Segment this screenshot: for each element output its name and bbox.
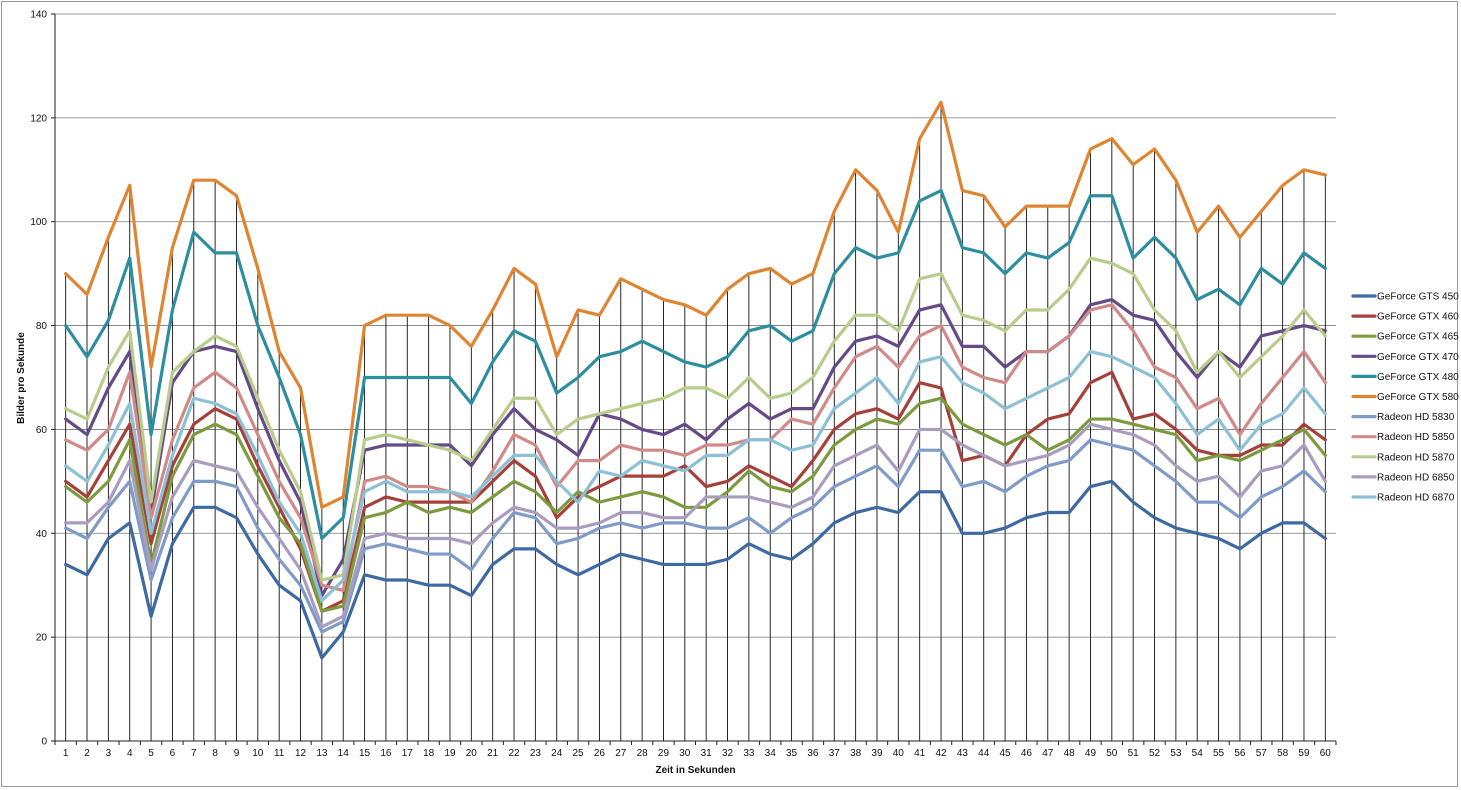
y-tick-label: 80 [36, 321, 48, 332]
x-tick-label: 40 [893, 748, 905, 759]
series-line [64, 303, 1327, 593]
x-tick-label: 39 [871, 748, 883, 759]
x-tick-label: 22 [508, 748, 520, 759]
x-tick-label: 36 [807, 748, 819, 759]
x-tick-label: 4 [127, 748, 133, 759]
y-tick-label: 120 [30, 113, 47, 124]
series-line [64, 100, 1327, 509]
legend-label: Radeon HD 5830 [1377, 412, 1455, 423]
x-tick-label: 55 [1213, 748, 1225, 759]
legend-label: Radeon HD 6850 [1377, 472, 1455, 483]
x-tick-label: 30 [679, 748, 691, 759]
x-tick-label: 15 [359, 748, 371, 759]
x-tick-label: 52 [1149, 748, 1161, 759]
y-axis-title: Bilder pro Sekunde [16, 332, 27, 424]
x-tick-label: 42 [935, 748, 947, 759]
x-tick-label: 28 [637, 748, 649, 759]
x-tick-label: 10 [252, 748, 264, 759]
x-tick-label: 24 [551, 748, 563, 759]
x-tick-label: 46 [1021, 748, 1033, 759]
x-tick-label: 12 [295, 748, 307, 759]
series-line [64, 298, 1327, 598]
x-tick-label: 44 [978, 748, 990, 759]
drop-lines [65, 102, 1326, 741]
legend-label: GeForce GTX 480 [1377, 372, 1459, 383]
x-tick-label: 18 [423, 748, 435, 759]
x-tick-label: 6 [170, 748, 176, 759]
x-tick-label: 9 [234, 748, 240, 759]
y-tick-label: 20 [36, 633, 48, 644]
legend-label: GeForce GTX 470 [1377, 352, 1459, 363]
x-tick-label: 57 [1256, 748, 1268, 759]
x-tick-label: 19 [444, 748, 456, 759]
x-tick-label: 25 [573, 748, 585, 759]
x-tick-label: 56 [1234, 748, 1246, 759]
x-axis-title: Zeit in Sekunden [655, 765, 735, 776]
legend-label: Radeon HD 5870 [1377, 452, 1455, 463]
y-tick-label: 60 [36, 425, 48, 436]
x-tick-label: 1 [63, 748, 69, 759]
x-tick-label: 27 [615, 748, 627, 759]
x-tick-label: 32 [722, 748, 734, 759]
x-tick-label: 13 [316, 748, 328, 759]
x-tick-label: 5 [148, 748, 154, 759]
grid-layer [55, 13, 1336, 638]
legend-label: Radeon HD 6870 [1377, 493, 1455, 504]
x-tick-label: 8 [212, 748, 218, 759]
legend-label: GeForce GTX 465 [1377, 332, 1459, 343]
series-line [64, 370, 1327, 613]
x-tick-label: 34 [765, 748, 777, 759]
x-tick-label: 51 [1128, 748, 1140, 759]
y-tick-label: 0 [41, 737, 47, 748]
x-tick-label: 48 [1064, 748, 1076, 759]
series-layer [64, 100, 1327, 660]
y-tick-label: 100 [30, 217, 47, 228]
series-line [64, 349, 1327, 603]
x-tick-label: 26 [594, 748, 606, 759]
x-tick-label: 11 [274, 748, 285, 759]
x-tick-label: 20 [466, 748, 478, 759]
x-tick-label: 41 [914, 748, 926, 759]
series-line [64, 256, 1327, 582]
x-tick-label: 47 [1042, 748, 1054, 759]
x-tick-label: 60 [1320, 748, 1332, 759]
legend-label: GeForce GTX 460 [1377, 312, 1459, 323]
x-tick-label: 45 [1000, 748, 1012, 759]
series-line [64, 479, 1327, 660]
x-tick-label: 23 [530, 748, 542, 759]
series-line [64, 188, 1327, 541]
legend-label: GeForce GTX 580 [1377, 392, 1459, 403]
series-line [64, 438, 1327, 634]
legend-label: Radeon HD 5850 [1377, 432, 1455, 443]
x-tick-label: 43 [957, 748, 969, 759]
x-tick-label: 14 [338, 748, 350, 759]
x-tick-label: 33 [743, 748, 755, 759]
legend-label: GeForce GTS 450 [1377, 292, 1459, 303]
x-tick-label: 53 [1170, 748, 1182, 759]
x-tick-label: 35 [786, 748, 798, 759]
x-tick-label: 50 [1106, 748, 1118, 759]
x-tick-label: 2 [84, 748, 90, 759]
x-tick-label: 54 [1192, 748, 1204, 759]
x-tick-label: 16 [380, 748, 392, 759]
x-tick-label: 7 [191, 748, 197, 759]
x-tick-label: 58 [1277, 748, 1289, 759]
x-tick-label: 31 [701, 748, 713, 759]
x-tick-label: 59 [1298, 748, 1310, 759]
x-tick-label: 17 [402, 748, 414, 759]
x-tick-label: 38 [850, 748, 862, 759]
y-tick-label: 140 [30, 10, 47, 21]
x-tick-label: 21 [487, 748, 499, 759]
x-tick-label: 37 [829, 748, 841, 759]
series-line [64, 422, 1327, 629]
x-tick-label: 49 [1085, 748, 1097, 759]
legend: GeForce GTS 450 GeForce GTX 460 GeForce GT… [1351, 292, 1459, 504]
x-tick-label: 3 [106, 748, 112, 759]
y-tick-label: 40 [36, 529, 48, 540]
x-tick-label: 29 [658, 748, 670, 759]
